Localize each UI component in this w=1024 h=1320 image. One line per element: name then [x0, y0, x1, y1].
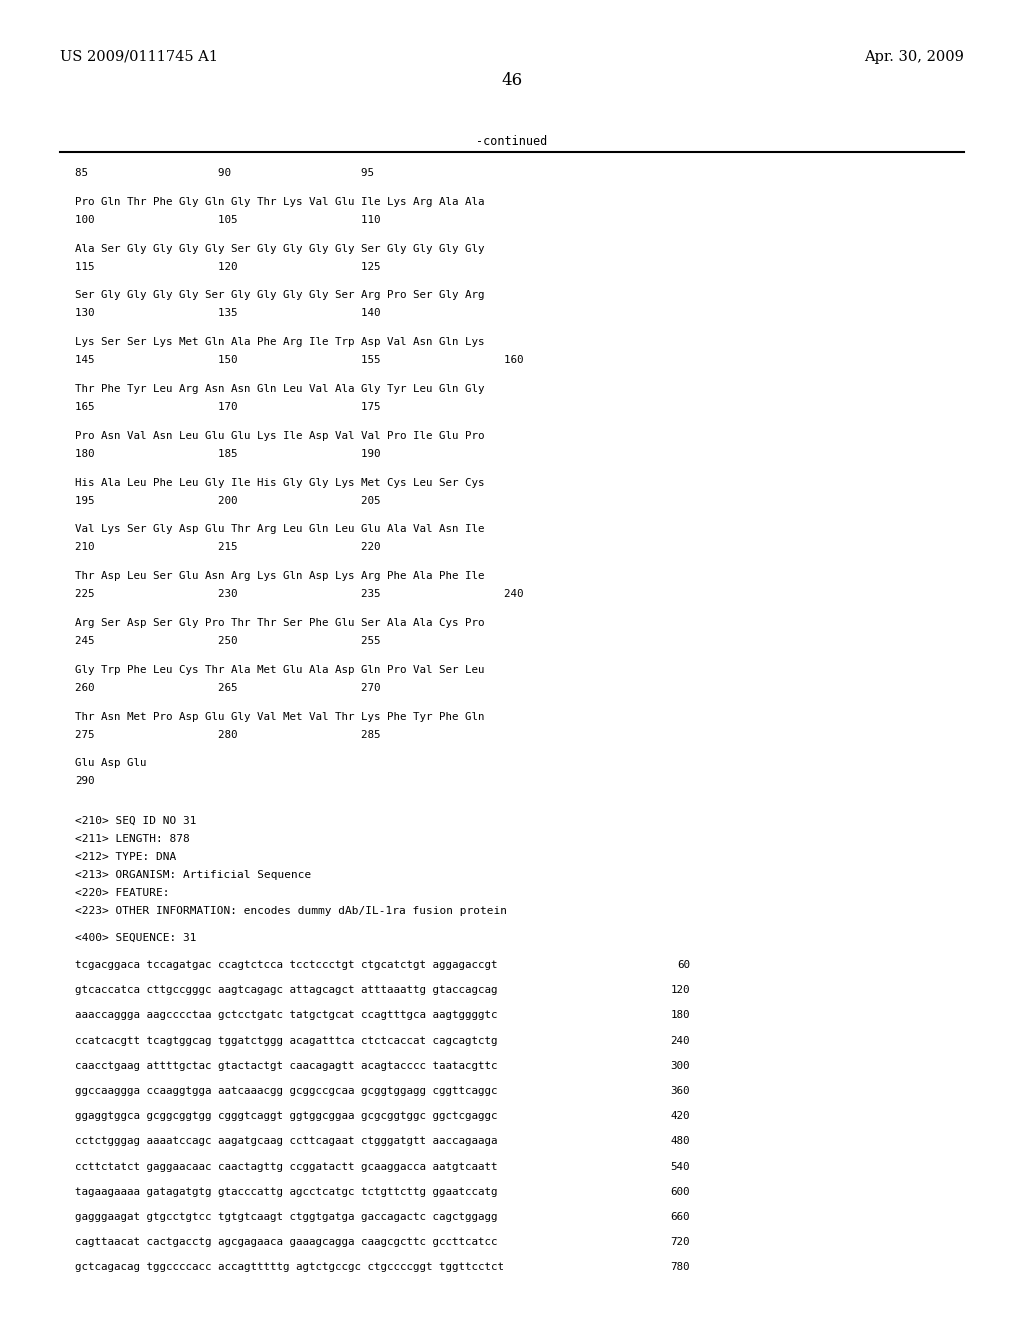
Text: His Ala Leu Phe Leu Gly Ile His Gly Gly Lys Met Cys Leu Ser Cys: His Ala Leu Phe Leu Gly Ile His Gly Gly …	[75, 478, 484, 487]
Text: Thr Asp Leu Ser Glu Asn Arg Lys Gln Asp Lys Arg Phe Ala Phe Ile: Thr Asp Leu Ser Glu Asn Arg Lys Gln Asp …	[75, 572, 484, 581]
Text: <210> SEQ ID NO 31: <210> SEQ ID NO 31	[75, 816, 197, 826]
Text: Thr Asn Met Pro Asp Glu Gly Val Met Val Thr Lys Phe Tyr Phe Gln: Thr Asn Met Pro Asp Glu Gly Val Met Val …	[75, 711, 484, 722]
Text: Ser Gly Gly Gly Gly Ser Gly Gly Gly Gly Ser Arg Pro Ser Gly Arg: Ser Gly Gly Gly Gly Ser Gly Gly Gly Gly …	[75, 290, 484, 301]
Text: gctcagacag tggccccacc accagtttttg agtctgccgc ctgccccggt tggttcctct: gctcagacag tggccccacc accagtttttg agtctg…	[75, 1262, 504, 1272]
Text: Apr. 30, 2009: Apr. 30, 2009	[864, 50, 964, 63]
Text: <211> LENGTH: 878: <211> LENGTH: 878	[75, 834, 189, 843]
Text: 360: 360	[671, 1086, 690, 1096]
Text: cctctgggag aaaatccagc aagatgcaag ccttcagaat ctgggatgtt aaccagaaga: cctctgggag aaaatccagc aagatgcaag ccttcag…	[75, 1137, 498, 1146]
Text: Arg Ser Asp Ser Gly Pro Thr Thr Ser Phe Glu Ser Ala Ala Cys Pro: Arg Ser Asp Ser Gly Pro Thr Thr Ser Phe …	[75, 618, 484, 628]
Text: 480: 480	[671, 1137, 690, 1146]
Text: 85                    90                    95: 85 90 95	[75, 168, 374, 178]
Text: ccatcacgtt tcagtggcag tggatctggg acagatttca ctctcaccat cagcagtctg: ccatcacgtt tcagtggcag tggatctggg acagatt…	[75, 1036, 498, 1045]
Text: 180                   185                   190: 180 185 190	[75, 449, 381, 459]
Text: 60: 60	[677, 960, 690, 970]
Text: 660: 660	[671, 1212, 690, 1222]
Text: 130                   135                   140: 130 135 140	[75, 309, 381, 318]
Text: 210                   215                   220: 210 215 220	[75, 543, 381, 552]
Text: gtcaccatca cttgccgggc aagtcagagc attagcagct atttaaattg gtaccagcag: gtcaccatca cttgccgggc aagtcagagc attagca…	[75, 985, 498, 995]
Text: Pro Asn Val Asn Leu Glu Glu Lys Ile Asp Val Val Pro Ile Glu Pro: Pro Asn Val Asn Leu Glu Glu Lys Ile Asp …	[75, 430, 484, 441]
Text: 115                   120                   125: 115 120 125	[75, 261, 381, 272]
Text: Pro Gln Thr Phe Gly Gln Gly Thr Lys Val Glu Ile Lys Arg Ala Ala: Pro Gln Thr Phe Gly Gln Gly Thr Lys Val …	[75, 197, 484, 207]
Text: 46: 46	[502, 73, 522, 88]
Text: US 2009/0111745 A1: US 2009/0111745 A1	[60, 50, 218, 63]
Text: 780: 780	[671, 1262, 690, 1272]
Text: 300: 300	[671, 1061, 690, 1071]
Text: 540: 540	[671, 1162, 690, 1172]
Text: Lys Ser Ser Lys Met Gln Ala Phe Arg Ile Trp Asp Val Asn Gln Lys: Lys Ser Ser Lys Met Gln Ala Phe Arg Ile …	[75, 337, 484, 347]
Text: Glu Asp Glu: Glu Asp Glu	[75, 759, 146, 768]
Text: Gly Trp Phe Leu Cys Thr Ala Met Glu Ala Asp Gln Pro Val Ser Leu: Gly Trp Phe Leu Cys Thr Ala Met Glu Ala …	[75, 665, 484, 675]
Text: 225                   230                   235                   240: 225 230 235 240	[75, 589, 523, 599]
Text: 240: 240	[671, 1036, 690, 1045]
Text: 260                   265                   270: 260 265 270	[75, 682, 381, 693]
Text: ggaggtggca gcggcggtgg cgggtcaggt ggtggcggaa gcgcggtggc ggctcgaggc: ggaggtggca gcggcggtgg cgggtcaggt ggtggcg…	[75, 1111, 498, 1121]
Text: tagaagaaaa gatagatgtg gtacccattg agcctcatgc tctgttcttg ggaatccatg: tagaagaaaa gatagatgtg gtacccattg agcctca…	[75, 1187, 498, 1197]
Text: ccttctatct gaggaacaac caactagttg ccggatactt gcaaggacca aatgtcaatt: ccttctatct gaggaacaac caactagttg ccggata…	[75, 1162, 498, 1172]
Text: <400> SEQUENCE: 31: <400> SEQUENCE: 31	[75, 933, 197, 942]
Text: Val Lys Ser Gly Asp Glu Thr Arg Leu Gln Leu Glu Ala Val Asn Ile: Val Lys Ser Gly Asp Glu Thr Arg Leu Gln …	[75, 524, 484, 535]
Text: 420: 420	[671, 1111, 690, 1121]
Text: 165                   170                   175: 165 170 175	[75, 403, 381, 412]
Text: -continued: -continued	[476, 135, 548, 148]
Text: 720: 720	[671, 1237, 690, 1247]
Text: <213> ORGANISM: Artificial Sequence: <213> ORGANISM: Artificial Sequence	[75, 870, 311, 880]
Text: <223> OTHER INFORMATION: encodes dummy dAb/IL-1ra fusion protein: <223> OTHER INFORMATION: encodes dummy d…	[75, 906, 507, 916]
Text: 275                   280                   285: 275 280 285	[75, 730, 381, 739]
Text: 120: 120	[671, 985, 690, 995]
Text: ggccaaggga ccaaggtgga aatcaaacgg gcggccgcaa gcggtggagg cggttcaggc: ggccaaggga ccaaggtgga aatcaaacgg gcggccg…	[75, 1086, 498, 1096]
Text: 100                   105                   110: 100 105 110	[75, 215, 381, 224]
Text: gagggaagat gtgcctgtcc tgtgtcaagt ctggtgatga gaccagactc cagctggagg: gagggaagat gtgcctgtcc tgtgtcaagt ctggtga…	[75, 1212, 498, 1222]
Text: 180: 180	[671, 1010, 690, 1020]
Text: 290: 290	[75, 776, 94, 787]
Text: 195                   200                   205: 195 200 205	[75, 495, 381, 506]
Text: tcgacggaca tccagatgac ccagtctcca tcctccctgt ctgcatctgt aggagaccgt: tcgacggaca tccagatgac ccagtctcca tcctccc…	[75, 960, 498, 970]
Text: 145                   150                   155                   160: 145 150 155 160	[75, 355, 523, 366]
Text: cagttaacat cactgacctg agcgagaaca gaaagcagga caagcgcttc gccttcatcc: cagttaacat cactgacctg agcgagaaca gaaagca…	[75, 1237, 498, 1247]
Text: aaaccaggga aagcccctaa gctcctgatc tatgctgcat ccagtttgca aagtggggtc: aaaccaggga aagcccctaa gctcctgatc tatgctg…	[75, 1010, 498, 1020]
Text: <220> FEATURE:: <220> FEATURE:	[75, 888, 170, 898]
Text: Thr Phe Tyr Leu Arg Asn Asn Gln Leu Val Ala Gly Tyr Leu Gln Gly: Thr Phe Tyr Leu Arg Asn Asn Gln Leu Val …	[75, 384, 484, 393]
Text: caacctgaag attttgctac gtactactgt caacagagtt acagtacccc taatacgttc: caacctgaag attttgctac gtactactgt caacaga…	[75, 1061, 498, 1071]
Text: 600: 600	[671, 1187, 690, 1197]
Text: <212> TYPE: DNA: <212> TYPE: DNA	[75, 851, 176, 862]
Text: 245                   250                   255: 245 250 255	[75, 636, 381, 645]
Text: Ala Ser Gly Gly Gly Gly Ser Gly Gly Gly Gly Ser Gly Gly Gly Gly: Ala Ser Gly Gly Gly Gly Ser Gly Gly Gly …	[75, 244, 484, 253]
